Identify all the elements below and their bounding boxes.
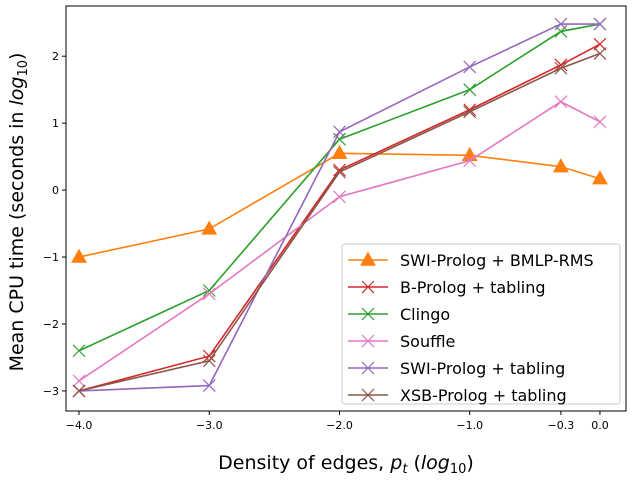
data-point bbox=[333, 165, 346, 179]
data-point bbox=[593, 17, 607, 31]
y-axis: −3 −2 −1 0 1 2 bbox=[43, 50, 66, 398]
data-point bbox=[71, 248, 87, 263]
y-axis-label: Mean CPU time (seconds in log10) bbox=[6, 53, 31, 372]
legend-box bbox=[341, 243, 621, 405]
data-point bbox=[361, 361, 375, 375]
data-point bbox=[463, 105, 477, 119]
data-point bbox=[72, 374, 86, 388]
y-tick-label: −1 bbox=[43, 251, 59, 264]
data-point bbox=[202, 284, 216, 297]
x-tick-label: −1.0 bbox=[456, 419, 483, 432]
x-axis-label: Density of edges, pt (log10) bbox=[218, 452, 474, 477]
data-point bbox=[593, 37, 607, 51]
y-tick-label: −2 bbox=[43, 318, 59, 331]
data-point bbox=[554, 61, 568, 75]
data-point bbox=[463, 154, 477, 168]
data-point bbox=[593, 47, 607, 60]
legend: SWI-Prolog + BMLP-RMS B-Prolog + tabling C… bbox=[341, 243, 621, 405]
data-point bbox=[201, 220, 218, 235]
legend-label: B-Prolog + tabling bbox=[400, 278, 546, 297]
series-line bbox=[78, 100, 601, 382]
y-tick-label: 2 bbox=[52, 50, 59, 63]
data-point bbox=[361, 334, 375, 348]
data-point bbox=[593, 115, 607, 129]
data-point bbox=[72, 344, 86, 358]
x-tick-label: 0.0 bbox=[591, 419, 609, 432]
series-1 bbox=[72, 37, 607, 398]
series-line bbox=[78, 52, 601, 392]
series-line bbox=[78, 43, 601, 392]
series-3 bbox=[72, 95, 607, 388]
series-0 bbox=[71, 144, 608, 263]
data-point bbox=[554, 95, 568, 109]
axes-frame bbox=[65, 5, 627, 412]
data-point bbox=[202, 287, 216, 301]
data-point bbox=[552, 158, 569, 173]
legend-item: SWI-Prolog + BMLP-RMS bbox=[348, 251, 594, 270]
legend-item: Clingo bbox=[348, 305, 450, 324]
series-4 bbox=[72, 17, 607, 398]
data-point bbox=[554, 17, 568, 31]
data-point bbox=[592, 170, 608, 185]
legend-label: SWI-Prolog + tabling bbox=[400, 359, 565, 378]
series-line bbox=[78, 23, 600, 392]
series-line bbox=[78, 152, 601, 258]
data-point bbox=[333, 190, 346, 204]
y-tick-label: 1 bbox=[52, 117, 59, 130]
data-point bbox=[461, 146, 478, 161]
y-tick-label: 0 bbox=[52, 184, 59, 197]
data-point bbox=[202, 349, 216, 363]
data-point bbox=[361, 280, 375, 294]
x-tick-label: −2.0 bbox=[326, 419, 353, 432]
legend-item: Souffle bbox=[348, 332, 455, 351]
data-point bbox=[331, 144, 348, 159]
data-point bbox=[333, 125, 346, 139]
data-point bbox=[361, 307, 375, 321]
x-tick-label: −3.0 bbox=[196, 419, 223, 432]
data-point bbox=[202, 354, 216, 368]
x-tick-label: −0.3 bbox=[548, 419, 575, 432]
data-point bbox=[72, 384, 86, 398]
legend-item: XSB-Prolog + tabling bbox=[348, 386, 567, 405]
series-5 bbox=[72, 47, 607, 398]
x-tick-label: −4.0 bbox=[66, 419, 93, 432]
data-point bbox=[333, 163, 346, 177]
legend-item: SWI-Prolog + tabling bbox=[348, 359, 565, 378]
data-point bbox=[202, 379, 216, 392]
series-line bbox=[78, 23, 601, 352]
legend-label: SWI-Prolog + BMLP-RMS bbox=[400, 251, 594, 270]
data-point bbox=[360, 251, 376, 266]
x-axis: −4.0 −3.0 −2.0 −1.0 −0.3 0.0 bbox=[66, 411, 609, 432]
data-point bbox=[361, 388, 375, 402]
y-tick-label: −3 bbox=[43, 385, 59, 398]
legend-label: XSB-Prolog + tabling bbox=[400, 386, 567, 405]
data-point bbox=[463, 83, 477, 97]
legend-label: Souffle bbox=[400, 332, 455, 351]
data-point bbox=[463, 60, 477, 74]
legend-label: Clingo bbox=[400, 305, 450, 324]
legend-item: B-Prolog + tabling bbox=[348, 278, 546, 297]
data-point bbox=[554, 58, 568, 72]
plot-area bbox=[71, 17, 608, 398]
